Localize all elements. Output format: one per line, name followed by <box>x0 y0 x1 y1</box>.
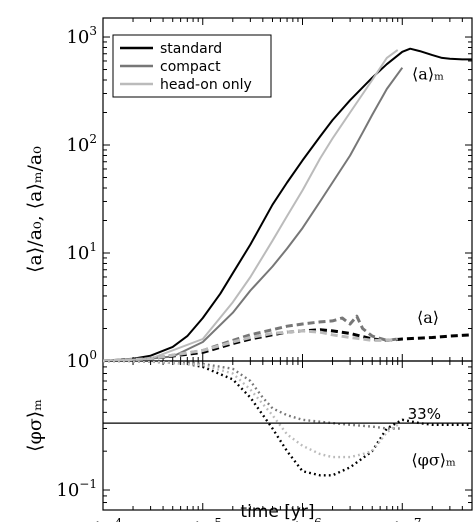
legend-label: compact <box>160 59 221 75</box>
legend-label: head-on only <box>160 77 252 93</box>
y-tick-label: 102 <box>66 132 97 156</box>
annotation-label: ⟨a⟩ₘ <box>412 64 444 83</box>
y-tick-label: 103 <box>66 24 97 48</box>
series-line-compact-solid <box>103 67 404 361</box>
y-axis-label: ⟨φσ⟩ₘ <box>24 399 46 452</box>
y-axis-label: ⟨a⟩/a₀, ⟨a⟩ₘ/a₀ <box>24 146 46 273</box>
x-tick-label: 107 <box>391 516 422 522</box>
series-line-head-on-only-solid <box>103 49 399 361</box>
annotation-label: ⟨a⟩ <box>417 308 439 327</box>
annotation-label: ⟨φσ⟩ₘ <box>411 450 456 469</box>
series-line-head-on-only-dashed <box>103 329 398 361</box>
bottom-panel-frame <box>102 360 473 511</box>
x-tick-label: 104 <box>92 516 123 522</box>
x-axis-label: time [yr] <box>240 502 314 522</box>
series-line-standard-dotted <box>103 361 472 477</box>
y-tick-label: 100 <box>66 348 97 372</box>
series-line-head-on-only-dotted <box>103 361 399 459</box>
reference-line-label: 33% <box>408 405 441 423</box>
series-line-compact-dotted <box>103 361 403 430</box>
legend-label: standard <box>160 41 222 57</box>
y-tick-label: 101 <box>66 240 97 264</box>
x-tick-label: 105 <box>191 516 222 522</box>
series-line-standard-dashed <box>103 328 472 361</box>
y-tick-label: 10−1 <box>56 477 97 501</box>
series-line-standard-solid <box>103 47 472 361</box>
